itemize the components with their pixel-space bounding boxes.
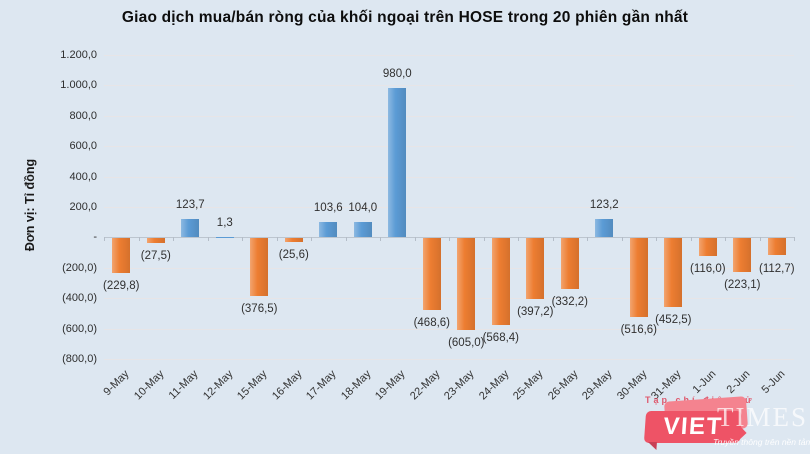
axis-tick-mark [483, 237, 485, 242]
gridline [104, 115, 794, 117]
watermark-brand-secondary: TIMES [717, 402, 808, 432]
axis-tick-mark [621, 237, 623, 242]
gridline [104, 359, 794, 360]
value-label: 980,0 [382, 68, 412, 81]
axis-tick-mark [552, 237, 554, 242]
gridline [104, 267, 794, 269]
bar-29-May [595, 218, 614, 238]
value-label: (397,2) [517, 305, 554, 318]
bar-25-May [526, 238, 545, 299]
viettimes-watermark: Tạp chí điện tử VIET TIMES Truyền thông … [637, 394, 810, 454]
gridline [104, 55, 794, 56]
value-label: (27,5) [140, 249, 171, 262]
axis-tick-mark [414, 237, 416, 242]
plot-area: (229,8) (27,5) 123,7 1,3 (376,5) (25,6) 103,6 1… [103, 0, 795, 454]
axis-tick-mark [587, 237, 588, 242]
bar-1-Jun [698, 238, 717, 256]
axis-tick-mark [794, 237, 795, 242]
bar-30-May [629, 238, 648, 317]
value-label: 123,7 [175, 198, 205, 211]
bar-12-May [215, 236, 234, 238]
axis-tick-mark [725, 237, 726, 242]
y-tick-label: 400,0 [69, 170, 97, 183]
value-label: (452,5) [655, 314, 692, 327]
axis-tick-mark [656, 237, 657, 242]
value-label: (116,0) [690, 263, 726, 275]
value-label: (223,1) [724, 279, 761, 292]
axis-tick-mark [104, 237, 105, 242]
y-tick-label: 600,0 [69, 140, 97, 153]
x-axis-tick-labels: 9-May 10-May 11-May 12-May 15-May 16-May 17-Ma… [102, 0, 810, 454]
value-label: (468,6) [413, 316, 451, 329]
y-tick-label: 1.200,0 [60, 49, 97, 61]
y-tick-label: (200,0) [62, 261, 97, 274]
axis-tick-mark [276, 237, 278, 242]
watermark-tagline: Truyền thông trên nền tảng số [713, 437, 810, 447]
axis-tick-mark [242, 237, 243, 242]
y-tick-label: 800,0 [69, 109, 97, 122]
y-tick-label: (400,0) [62, 292, 97, 305]
axis-tick-mark [759, 237, 761, 242]
gridline [104, 85, 794, 87]
axis-tick-mark [173, 237, 174, 242]
y-tick-label: 200,0 [69, 201, 97, 213]
y-tick-label: 1.000,0 [60, 79, 97, 92]
value-label: 123,2 [589, 198, 619, 211]
bar-10-May [146, 238, 165, 243]
value-label: (332,2) [551, 295, 589, 308]
gridline [104, 146, 794, 148]
gridline [104, 207, 794, 208]
axis-tick-mark [690, 237, 692, 242]
bar-5-Jun [767, 238, 786, 256]
chart-title: Giao dịch mua/bán ròng của khối ngoại tr… [121, 9, 689, 26]
bar-26-May [560, 238, 579, 289]
y-axis-tick-labels: 1.200,0 1.000,0 800,0 600,0 400,0 200,0 - (200,… [20, 0, 97, 454]
value-label: (516,6) [620, 323, 658, 336]
bar-16-May [284, 238, 303, 243]
bar-31-May [664, 238, 683, 308]
axis-tick-mark [207, 237, 209, 242]
gridline [104, 328, 794, 330]
value-label: (25,6) [278, 249, 309, 262]
axis-tick-mark [138, 237, 140, 242]
bar-15-May [250, 238, 269, 296]
value-label: (568,4) [482, 331, 520, 344]
y-tick-label: - [93, 231, 97, 244]
axis-tick-mark [449, 237, 450, 242]
gridline [104, 298, 794, 300]
bar-11-May [181, 218, 200, 238]
axis-tick-mark [518, 237, 519, 242]
bar-9-May [112, 238, 131, 274]
bar-24-May [491, 238, 510, 325]
bar-2-Jun [733, 238, 752, 273]
axis-tick-mark [345, 237, 347, 242]
value-label: 104,0 [348, 201, 378, 214]
bar-17-May [319, 221, 338, 238]
y-tick-label: (600,0) [62, 322, 97, 335]
bar-18-May [353, 221, 372, 238]
value-label: (229,8) [102, 280, 140, 293]
value-label: (605,0) [448, 337, 485, 350]
bar-19-May [388, 88, 407, 238]
gridline [104, 176, 794, 178]
bar-22-May [422, 238, 441, 310]
axis-tick-mark [380, 237, 381, 242]
value-label: 103,6 [313, 201, 343, 214]
value-label: (112,7) [759, 262, 795, 275]
bar-23-May [457, 238, 476, 331]
value-label: (376,5) [241, 302, 278, 315]
y-tick-label: (800,0) [62, 353, 97, 365]
value-label: 1,3 [216, 216, 233, 229]
axis-tick-mark [311, 237, 312, 242]
